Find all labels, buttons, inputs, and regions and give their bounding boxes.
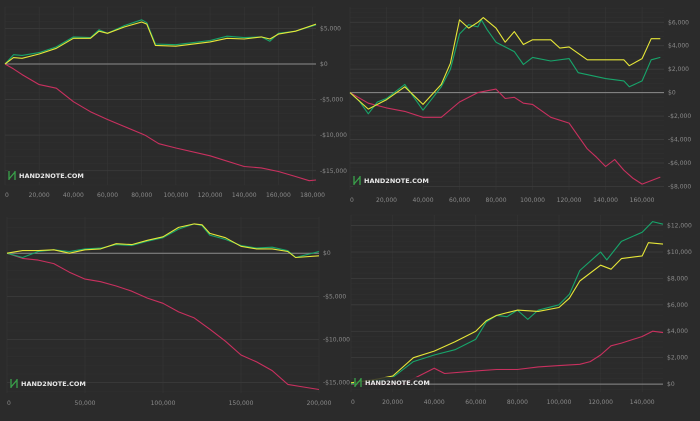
x-tick-label: 60,000 bbox=[465, 399, 486, 406]
chart-4: 0 20,000 40,000 60,000 80,000 100,000 120,000 1… bbox=[350, 214, 692, 406]
y-tick-label: $0 bbox=[323, 250, 331, 257]
chart-3: 0 50,000 100,000 150,000 200,000 $0 -$5,000 -$1… bbox=[6, 217, 350, 407]
logo-text: HAND2NOTE.COM bbox=[365, 379, 430, 387]
series-line-pink bbox=[4, 63, 317, 182]
x-tick-label: 160,000 bbox=[630, 197, 655, 204]
chart-1: 0 20,000 40,000 60,000 80,000 100,000 120,000 1… bbox=[4, 6, 347, 199]
x-tick-label: 50,000 bbox=[75, 400, 96, 407]
series-line-green bbox=[6, 223, 320, 259]
x-tick-label: 120,000 bbox=[588, 399, 613, 406]
y-tick-label: $4,000 bbox=[667, 328, 688, 335]
logo-text: HAND2NOTE.COM bbox=[364, 177, 429, 185]
hand2note-logo: HAND2NOTE.COM bbox=[10, 378, 86, 390]
y-tick-label: -$15,000 bbox=[323, 380, 350, 387]
logo-icon bbox=[8, 171, 16, 180]
hand2note-logo: HAND2NOTE.COM bbox=[354, 377, 430, 389]
chart-2: 0 20,000 40,000 60,000 80,000 100,000 120,000 1… bbox=[349, 7, 691, 204]
series-line-yellow bbox=[349, 17, 661, 110]
hand2note-logo: HAND2NOTE.COM bbox=[8, 170, 84, 182]
x-tick-label: 120,000 bbox=[557, 197, 582, 204]
x-tick-label: 0 bbox=[7, 400, 11, 407]
x-tick-label: 150,000 bbox=[229, 400, 254, 407]
logo-icon bbox=[354, 378, 362, 387]
x-tick-label: 60,000 bbox=[449, 197, 470, 204]
y-tick-label: -$5,000 bbox=[323, 293, 346, 300]
logo-text: HAND2NOTE.COM bbox=[19, 172, 84, 180]
y-tick-label: -$6,000 bbox=[668, 160, 691, 167]
y-tick-label: -$10,000 bbox=[320, 132, 347, 139]
x-tick-label: 80,000 bbox=[507, 399, 528, 406]
x-tick-label: 160,000 bbox=[266, 192, 291, 199]
x-tick-label: 40,000 bbox=[424, 399, 445, 406]
x-tick-label: 80,000 bbox=[486, 197, 507, 204]
x-tick-label: 40,000 bbox=[63, 192, 84, 199]
logo-text: HAND2NOTE.COM bbox=[21, 380, 86, 388]
y-tick-label: $12,000 bbox=[667, 223, 692, 230]
y-tick-label: $0 bbox=[668, 90, 676, 97]
series-line-yellow bbox=[6, 223, 320, 259]
x-tick-label: 20,000 bbox=[29, 192, 50, 199]
y-tick-label: $8,000 bbox=[667, 275, 688, 282]
x-tick-label: 0 bbox=[350, 197, 354, 204]
y-tick-label: $2,000 bbox=[667, 355, 688, 362]
y-tick-label: $6,000 bbox=[667, 302, 688, 309]
x-tick-label: 80,000 bbox=[131, 192, 152, 199]
y-tick-label: $2,000 bbox=[668, 66, 689, 73]
series-line-yellow bbox=[4, 21, 317, 65]
logo-backdrop bbox=[8, 170, 78, 182]
y-tick-label: $0 bbox=[320, 61, 328, 68]
x-tick-label: 100,000 bbox=[547, 399, 572, 406]
x-tick-label: 140,000 bbox=[232, 192, 257, 199]
series-line-pink bbox=[6, 252, 320, 391]
y-tick-label: -$5,000 bbox=[320, 97, 343, 104]
series-line-yellow bbox=[350, 242, 664, 384]
x-tick-label: 40,000 bbox=[413, 197, 434, 204]
x-tick-label: 60,000 bbox=[97, 192, 118, 199]
logo-backdrop bbox=[353, 175, 423, 187]
x-tick-label: 100,000 bbox=[520, 197, 545, 204]
x-tick-label: 100,000 bbox=[163, 192, 188, 199]
y-tick-label: -$15,000 bbox=[320, 168, 347, 175]
y-tick-label: $0 bbox=[667, 381, 675, 388]
logo-icon bbox=[10, 379, 18, 388]
x-tick-label: 180,000 bbox=[300, 192, 325, 199]
y-tick-label: $6,000 bbox=[668, 19, 689, 26]
y-tick-label: -$10,000 bbox=[323, 337, 350, 344]
x-tick-label: 120,000 bbox=[198, 192, 223, 199]
x-tick-label: 100,000 bbox=[151, 400, 176, 407]
y-tick-label: -$4,000 bbox=[668, 137, 691, 144]
x-tick-label: 140,000 bbox=[630, 399, 655, 406]
series-line-pink bbox=[351, 330, 664, 385]
y-tick-label: -$8,000 bbox=[668, 183, 691, 190]
y-tick-label: -$2,000 bbox=[668, 113, 691, 120]
x-tick-label: 20,000 bbox=[382, 399, 403, 406]
series-line-green bbox=[4, 19, 317, 65]
y-tick-label: $4,000 bbox=[668, 43, 689, 50]
logo-backdrop bbox=[10, 378, 80, 390]
series-line-green bbox=[349, 19, 661, 115]
logo-backdrop bbox=[354, 377, 424, 389]
x-tick-label: 0 bbox=[351, 399, 355, 406]
logo-icon bbox=[353, 176, 361, 185]
x-tick-label: 0 bbox=[5, 192, 9, 199]
y-tick-label: $5,000 bbox=[320, 25, 341, 32]
hand2note-logo: HAND2NOTE.COM bbox=[353, 175, 429, 187]
x-tick-label: 200,000 bbox=[307, 400, 332, 407]
series-line-pink bbox=[349, 88, 661, 185]
y-tick-label: $10,000 bbox=[667, 249, 692, 256]
x-tick-label: 140,000 bbox=[593, 197, 618, 204]
x-tick-label: 20,000 bbox=[376, 197, 397, 204]
